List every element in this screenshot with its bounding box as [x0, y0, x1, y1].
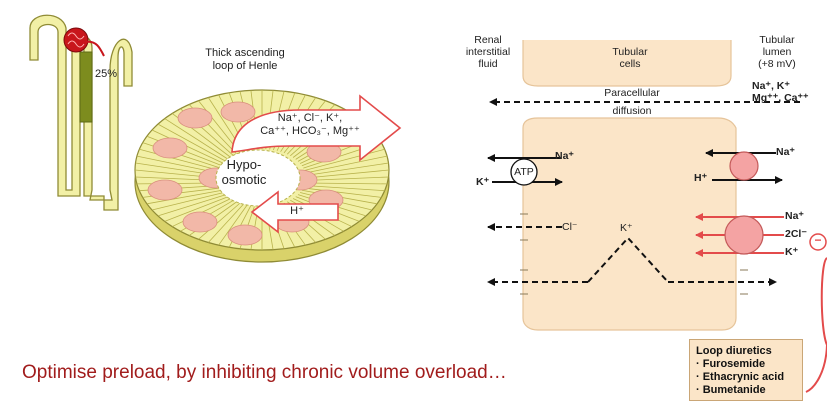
exchanger-na-label: Na⁺ — [776, 146, 795, 158]
lumen-ions-line1: Na⁺, K⁺ — [752, 80, 790, 92]
nkcc-protein — [724, 215, 764, 255]
inhibition-sign: − — [814, 233, 822, 247]
radial-line — [305, 176, 389, 181]
loop-title: Thick ascending loop of Henle — [185, 47, 305, 72]
radial-line — [208, 204, 244, 243]
hypo-osmotic-label: Hypo- osmotic — [212, 157, 276, 188]
drug-item: · Bumetanide — [696, 384, 766, 396]
paracellular-line1: Paracellular — [604, 87, 660, 99]
radial-line — [146, 189, 223, 205]
cell-nucleus — [227, 224, 263, 246]
radial-line — [305, 162, 389, 176]
radial-line — [304, 185, 385, 192]
radial-line — [305, 155, 388, 174]
tubular-lumen-label: Tubular lumen (+8 mV) — [744, 34, 810, 70]
atp-na-label: Na⁺ — [555, 150, 574, 162]
tubule-lumen — [215, 149, 301, 207]
drug-box-title: Loop diuretics — [696, 345, 772, 357]
radial-line — [151, 192, 224, 211]
proton-influx-arrow — [250, 190, 339, 234]
glomerulus — [63, 27, 89, 53]
glomerulus-capillaries — [67, 32, 85, 48]
radial-line — [304, 148, 385, 171]
drug-item: · Ethacrynic acid — [696, 371, 785, 383]
drug-item: · Furosemide — [696, 358, 766, 370]
radial-line — [151, 129, 225, 164]
chloride-channel — [487, 213, 562, 241]
radial-line — [218, 205, 248, 246]
inhibition-symbol — [809, 233, 827, 251]
percent-label: 25% — [94, 68, 118, 80]
cell-nucleus — [182, 211, 218, 233]
lower-tubular-cell — [522, 117, 737, 331]
cl-label: Cl⁻ — [562, 221, 578, 233]
cell-nucleus — [147, 179, 183, 201]
na-k-atpase — [487, 154, 563, 186]
tubular-lumen-line2: lumen — [762, 46, 792, 59]
tubular-lumen-line3: (+8 mV) — [758, 58, 796, 71]
nephron-illustration — [29, 14, 133, 211]
radial-line — [305, 182, 388, 185]
thick-ascending-segment — [79, 51, 93, 123]
nkcc2-cotransporter — [695, 213, 784, 257]
efflux-ions-label: Na⁺, Cl⁻, K⁺, Ca⁺⁺, HCO₃⁻, Mg⁺⁺ — [250, 112, 370, 137]
nkcc-na-label: Na⁺ — [785, 210, 804, 222]
radial-line — [164, 118, 229, 160]
interstitial-line2: interstitial — [465, 46, 511, 59]
potassium-recycling — [487, 236, 777, 295]
cell-nucleus — [152, 137, 188, 159]
loop-diuretics-box: Loop diuretics · Furosemide · Ethacrynic… — [689, 339, 803, 401]
radial-line — [198, 202, 241, 240]
proton-label: H⁺ — [290, 205, 304, 217]
slide-caption: Optimise preload, by inhibiting chronic … — [22, 362, 507, 383]
paracellular-line2: diffusion — [612, 105, 652, 118]
exchanger-h-label: H⁺ — [694, 172, 708, 184]
tubular-cells-label: Tubular cells — [600, 46, 660, 70]
lumen-ions-label: Na⁺, K⁺ Mg⁺⁺, Ca⁺⁺ — [752, 80, 826, 104]
hypo-osmotic-line2: osmotic — [221, 171, 267, 187]
radial-line — [305, 169, 389, 179]
inhibition-curve — [805, 257, 827, 393]
tubular-cells-line1: Tubular — [612, 46, 648, 58]
tubular-cells-line2: cells — [619, 58, 641, 71]
afferent-arteriole — [85, 40, 105, 57]
nkcc-k-label: K⁺ — [785, 246, 799, 258]
exchanger-protein — [729, 151, 759, 181]
ion-efflux-arrow — [231, 94, 402, 162]
cell-nucleus — [220, 101, 256, 123]
interstitial-label: Renal interstitial fluid — [456, 34, 520, 70]
radial-line — [139, 148, 220, 171]
efflux-ions-line1: Na⁺, Cl⁻, K⁺, — [277, 112, 343, 124]
k-middle-label: K⁺ — [620, 222, 633, 234]
tubular-cell-diagram — [522, 40, 737, 331]
hypo-osmotic-line1: Hypo- — [226, 157, 262, 172]
radial-line — [164, 196, 229, 222]
cell-nucleus — [177, 107, 213, 129]
radial-line — [303, 187, 382, 198]
interstitial-line1: Renal — [474, 34, 502, 46]
radial-line — [157, 194, 227, 217]
atp-k-label: K⁺ — [476, 176, 490, 188]
tubular-lumen-line1: Tubular — [759, 34, 795, 46]
loop-title-line2: loop of Henle — [212, 59, 278, 72]
lumen-ions-line2: Mg⁺⁺, Ca⁺⁺ — [752, 92, 809, 105]
loop-title-line1: Thick ascending — [205, 47, 285, 59]
upper-tubular-cell — [522, 40, 732, 87]
paracellular-label: Paracellular diffusion — [592, 87, 672, 117]
nkcc-cl-label: 2Cl⁻ — [785, 228, 807, 240]
efflux-ions-line2: Ca⁺⁺, HCO₃⁻, Mg⁺⁺ — [260, 124, 360, 137]
atp-pump — [510, 158, 538, 186]
atp-label: ATP — [514, 166, 534, 178]
radial-line — [157, 123, 227, 162]
interstitial-line3: fluid — [478, 58, 498, 71]
na-h-exchanger — [705, 149, 783, 184]
